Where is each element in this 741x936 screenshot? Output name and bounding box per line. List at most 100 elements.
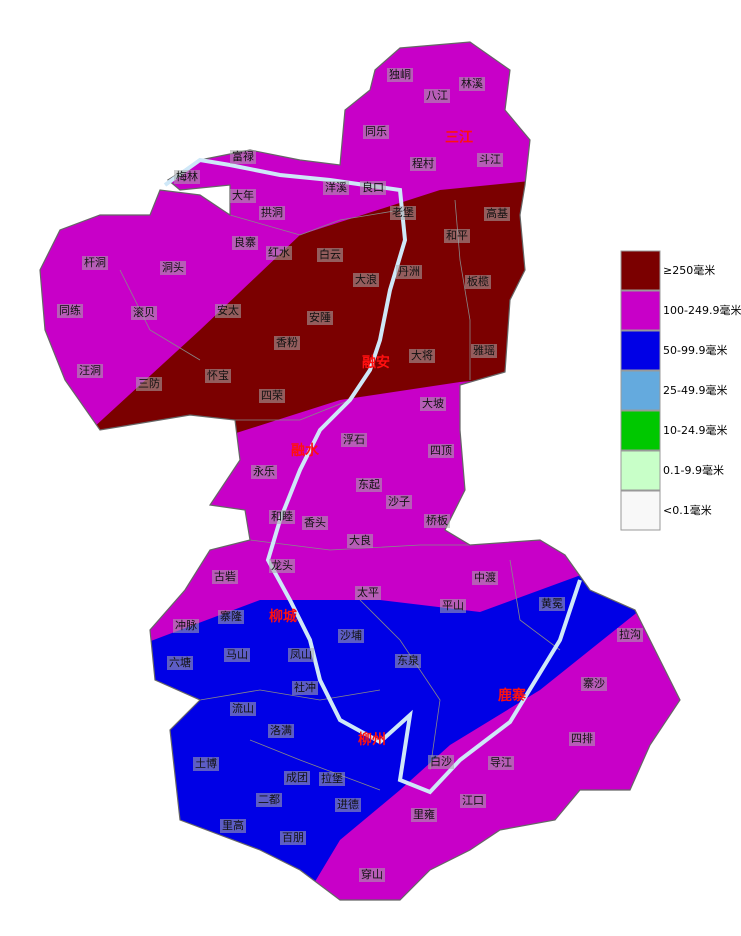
town-label-bg: [259, 206, 285, 220]
town-label-bg: [302, 516, 328, 530]
town-label-bg: [259, 389, 285, 403]
town-label: 白沙: [430, 754, 452, 768]
town-label: 百朋: [282, 831, 304, 844]
legend-label: 100-249.9毫米: [663, 303, 741, 317]
town-label: 拉沟: [619, 627, 641, 641]
town-label-bg: [484, 207, 510, 221]
town-label: 流山: [232, 701, 254, 715]
town-label-bg: [230, 189, 256, 203]
town-label: 滚贝: [133, 305, 155, 319]
town-label: 良寨: [234, 235, 256, 249]
town-label-bg: [215, 304, 241, 318]
town-label: 永乐: [253, 464, 275, 478]
town-label-bg: [136, 377, 162, 391]
town-label: 里雍: [413, 807, 435, 821]
town-label: 沙埔: [340, 629, 362, 642]
town-label-bg: [356, 478, 382, 492]
town-label: 独峒: [389, 67, 411, 81]
town-label: 洋溪: [325, 180, 347, 194]
town-label-bg: [82, 256, 108, 270]
town-label: 良口: [362, 180, 384, 194]
town-label: 梅林: [176, 169, 198, 183]
town-label-bg: [488, 756, 514, 770]
county-label: 柳城: [269, 608, 297, 625]
town-label: 沙子: [388, 495, 410, 508]
town-label: 成团: [286, 771, 308, 784]
legend-swatch: [620, 290, 661, 331]
town-label: 穿山: [361, 867, 383, 881]
town-label: 洞头: [162, 261, 184, 274]
town-label-bg: [420, 397, 446, 411]
town-label-bg: [409, 349, 435, 363]
county-label: 鹿寨: [497, 687, 527, 704]
town-label-bg: [317, 248, 343, 262]
legend-label: 50-99.9毫米: [663, 343, 727, 357]
town-label: 香头: [304, 516, 326, 529]
legend-swatch: [620, 370, 661, 411]
town-label-bg: [424, 514, 450, 528]
town-label-bg: [396, 265, 422, 279]
town-label-bg: [274, 336, 300, 350]
boundaries: [119, 199, 561, 791]
town-label-bg: [353, 273, 379, 287]
town-label: 洛满: [270, 723, 292, 737]
town-label-bg: [471, 344, 497, 358]
town-label-bg: [251, 465, 277, 479]
town-label-bg: [581, 677, 607, 691]
town-label-bg: [363, 125, 389, 139]
town-label-bg: [268, 724, 294, 738]
town-label: 桥板: [426, 513, 448, 527]
town-label: 红水: [268, 246, 290, 259]
town-label: 大将: [411, 348, 433, 362]
town-label-bg: [160, 261, 186, 275]
town-label: 大浪: [355, 272, 377, 286]
town-label: 六塘: [169, 655, 191, 669]
town-label: 古砦: [214, 569, 236, 583]
town-label: 安太: [217, 303, 239, 317]
county-label: 三江: [445, 129, 473, 146]
legend-label: 25-49.9毫米: [663, 383, 727, 397]
region-250: [80, 180, 540, 440]
town-label-bg: [193, 757, 219, 771]
town-label-bg: [472, 571, 498, 585]
town-label-bg: [335, 798, 361, 812]
town-label-bg: [341, 433, 367, 447]
legend: ≥250毫米 100-249.9毫米 50-99.9毫米 25-49.9毫米 10-24…: [620, 250, 741, 531]
town-label-bg: [539, 597, 565, 611]
county-label: 融安: [362, 354, 390, 371]
town-label-bg: [77, 364, 103, 378]
town-label-bg: [230, 702, 256, 716]
town-label: 程村: [412, 156, 434, 170]
town-label-bg: [266, 246, 292, 260]
town-label-bg: [57, 304, 83, 318]
town-label-bg: [220, 819, 246, 833]
town-label: 大良: [349, 533, 371, 547]
region-50-100: [140, 568, 640, 890]
legend-label: <0.1毫米: [663, 503, 712, 517]
town-label: 太平: [357, 586, 379, 599]
town-label-bg: [424, 89, 450, 103]
town-label: 安陲: [309, 310, 331, 324]
town-label: 二都: [258, 793, 280, 806]
legend-swatch: [620, 410, 661, 451]
town-label-bg: [218, 610, 244, 624]
town-label: 同练: [59, 303, 81, 317]
town-label-bg: [174, 170, 200, 184]
town-label-bg: [444, 229, 470, 243]
town-label: 三防: [138, 376, 160, 390]
town-label: 寨隆: [220, 609, 242, 623]
town-label: 东泉: [397, 653, 419, 667]
county-label: 融水: [291, 442, 320, 459]
town-label: 凤山: [290, 648, 312, 661]
town-label: 进德: [337, 797, 359, 811]
town-label-bg: [205, 369, 231, 383]
town-label: 斗江: [479, 153, 501, 166]
town-label: 寨沙: [583, 676, 605, 690]
town-label: 杆洞: [84, 255, 106, 269]
town-label: 导江: [490, 756, 512, 769]
town-label: 老堡: [392, 205, 414, 219]
town-label: 土博: [195, 757, 217, 770]
town-label: 林溪: [461, 76, 483, 90]
